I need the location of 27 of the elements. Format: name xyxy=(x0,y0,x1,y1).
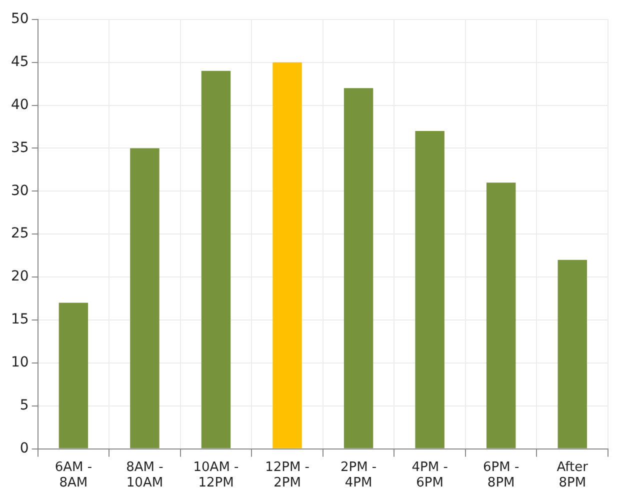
bar xyxy=(201,70,231,448)
x-tick-label: After 8PM xyxy=(556,460,589,491)
x-tick-label: 8AM - 10AM xyxy=(126,460,164,491)
x-tick-label: 6PM - 8PM xyxy=(483,460,520,491)
y-tick-label: 35 xyxy=(10,140,29,156)
x-tick-label: 4PM - 6PM xyxy=(412,460,448,491)
bar xyxy=(558,260,587,448)
y-tick-label: 25 xyxy=(10,226,29,242)
y-tick-label: 20 xyxy=(10,268,29,285)
bar xyxy=(415,131,444,448)
bar xyxy=(272,62,302,448)
x-tick-label: 10AM - 12PM xyxy=(193,460,240,491)
bar xyxy=(130,148,160,448)
y-tick-label: 40 xyxy=(10,96,29,113)
y-tick-label: 5 xyxy=(20,398,29,414)
bar xyxy=(58,302,88,448)
bar xyxy=(344,88,374,448)
x-tick-label: 12PM - 2PM xyxy=(265,460,310,491)
y-tick-label: 50 xyxy=(10,11,29,28)
y-tick-label: 10 xyxy=(10,354,29,371)
y-tick-label: 45 xyxy=(10,54,29,70)
x-tick-label: 6AM - 8AM xyxy=(54,460,92,491)
y-tick-label: 30 xyxy=(10,182,29,199)
bar xyxy=(486,182,516,448)
y-tick-label: 0 xyxy=(20,440,29,456)
y-tick-label: 15 xyxy=(10,312,29,328)
x-tick-label: 2PM - 4PM xyxy=(340,460,377,491)
